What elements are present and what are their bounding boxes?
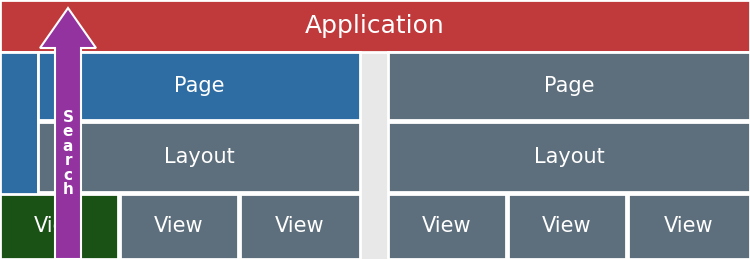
Bar	[0, 52, 38, 210]
Bar	[38, 122, 360, 192]
Text: View: View	[422, 217, 472, 236]
Text: Application: Application	[305, 14, 445, 38]
Bar	[388, 194, 506, 259]
Bar	[0, 194, 118, 259]
Text: Layout: Layout	[164, 147, 234, 167]
Bar	[38, 52, 360, 120]
Text: View: View	[542, 217, 592, 236]
Bar	[388, 122, 750, 192]
Text: S
e
a
r
c
h: S e a r c h	[62, 110, 74, 197]
Text: View: View	[275, 217, 325, 236]
Bar	[508, 194, 626, 259]
Bar	[388, 52, 750, 120]
Bar	[628, 194, 750, 259]
Text: View: View	[34, 217, 84, 236]
Text: View: View	[154, 217, 204, 236]
Bar	[240, 194, 360, 259]
Text: Page: Page	[544, 76, 594, 96]
Text: Layout: Layout	[534, 147, 604, 167]
Bar	[0, 0, 750, 52]
Text: Page: Page	[174, 76, 224, 96]
Bar	[120, 194, 238, 259]
Polygon shape	[40, 8, 96, 259]
Text: View: View	[664, 217, 714, 236]
